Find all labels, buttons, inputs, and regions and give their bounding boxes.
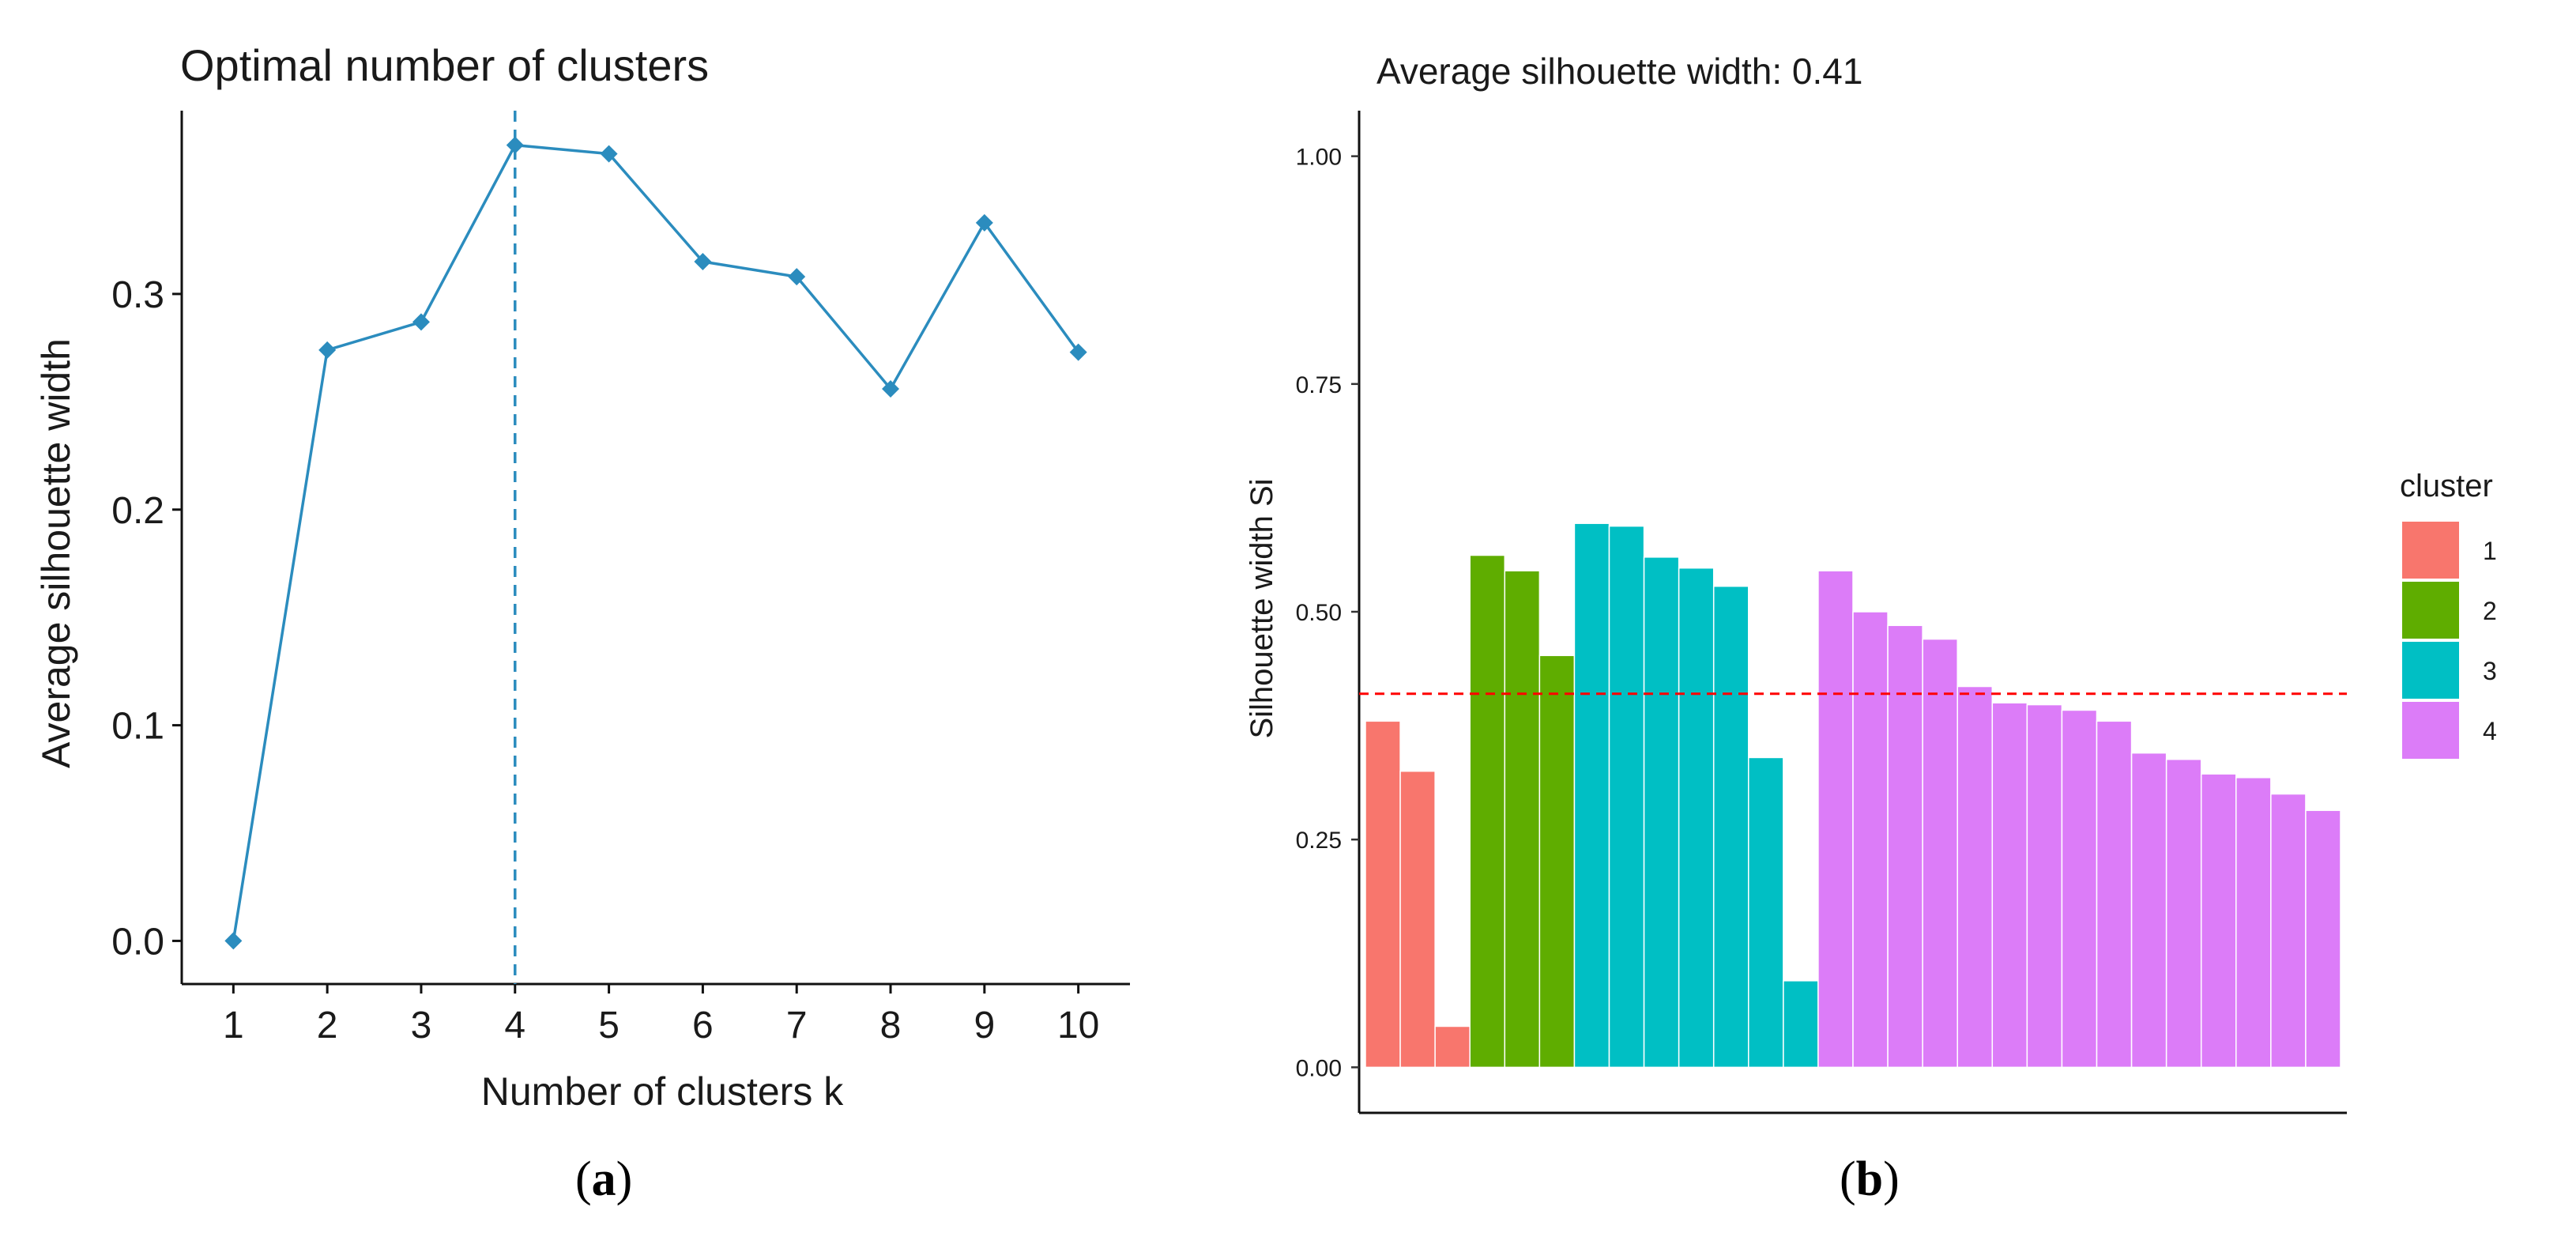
chart-a-point xyxy=(600,145,618,163)
chart-a-ytick-label: 0.1 xyxy=(111,706,164,748)
chart-b-bar-cluster-2 xyxy=(1504,570,1541,1069)
chart-a-point xyxy=(412,313,430,331)
chart-b-ytick-label: 1.00 xyxy=(1296,145,1342,171)
chart-b-ytick-label: 0.00 xyxy=(1296,1055,1342,1081)
chart-b-bar-cluster-4 xyxy=(1922,638,1958,1069)
chart-b-bar-cluster-4 xyxy=(2130,752,2167,1069)
chart-a-point xyxy=(882,379,900,398)
legend-label-cluster-2: 2 xyxy=(2483,597,2497,625)
chart-a-xtick-label: 6 xyxy=(692,1005,714,1046)
chart-a-xtick-label: 5 xyxy=(598,1005,620,1046)
chart-b-bar-cluster-4 xyxy=(2096,720,2133,1069)
chart-a-title: Optimal number of clusters xyxy=(180,40,709,90)
chart-a-point xyxy=(318,341,337,359)
legend-swatch-cluster-3 xyxy=(2402,642,2459,699)
chart-b-bar-cluster-1 xyxy=(1365,720,1401,1069)
chart-b-ylabel: Silhouette width Si xyxy=(1245,478,1279,738)
chart-b-bar-cluster-3 xyxy=(1748,756,1784,1069)
chart-b-bar-cluster-3 xyxy=(1643,556,1680,1069)
chart-b-bar-cluster-4 xyxy=(2270,793,2307,1069)
chart-b-bar-cluster-2 xyxy=(1538,654,1576,1069)
chart-a-xtick-label: 9 xyxy=(974,1005,995,1046)
chart-b-bar-cluster-4 xyxy=(2305,809,2341,1069)
chart-b-bar-cluster-4 xyxy=(1991,702,2028,1069)
chart-b-ytick-label: 0.75 xyxy=(1296,372,1342,398)
legend-swatch-cluster-1 xyxy=(2402,522,2459,579)
chart-b-title: Average silhouette width: 0.41 xyxy=(1377,51,1862,92)
chart-b-plot: 0.00 0.25 0.50 0.75 1.00 xyxy=(1296,111,2347,1114)
chart-a-ytick-label: 0.0 xyxy=(111,921,164,963)
legend-label-cluster-1: 1 xyxy=(2483,537,2497,565)
legend-swatch-cluster-2 xyxy=(2402,582,2459,639)
chart-a-xtick-label: 3 xyxy=(411,1005,432,1046)
caption-b: (b) xyxy=(1840,1152,1900,1206)
chart-b-bar-cluster-4 xyxy=(2026,703,2063,1069)
caption-a: (a) xyxy=(575,1152,632,1206)
chart-b-bar-cluster-3 xyxy=(1783,980,1819,1069)
chart-a-ytick-label: 0.3 xyxy=(111,274,164,316)
chart-b-bar-cluster-4 xyxy=(2200,773,2237,1069)
chart-b-legend: 1 2 3 4 xyxy=(2402,522,2497,759)
chart-b-bar-cluster-3 xyxy=(1573,522,1610,1069)
chart-a-xtick-label: 1 xyxy=(223,1005,244,1046)
legend-title: cluster xyxy=(2400,469,2493,503)
chart-b-bar-cluster-3 xyxy=(1678,567,1715,1069)
chart-b-bar-cluster-4 xyxy=(1852,611,1889,1069)
chart-b-bar-cluster-1 xyxy=(1434,1025,1471,1069)
chart-a-ytick-label: 0.2 xyxy=(111,490,164,532)
chart-a-point xyxy=(224,932,243,950)
caption-a-letter: a xyxy=(592,1152,616,1206)
legend-swatch-cluster-4 xyxy=(2402,702,2459,759)
chart-a-xtick-label: 7 xyxy=(786,1005,808,1046)
chart-b-bar-cluster-4 xyxy=(2235,777,2272,1069)
chart-a-xlabel: Number of clusters k xyxy=(481,1069,844,1114)
chart-a-xtick-label: 8 xyxy=(880,1005,902,1046)
chart-b-bar-cluster-2 xyxy=(1469,554,1506,1069)
chart-b-bar-cluster-4 xyxy=(1887,624,1923,1069)
chart-b-bar-cluster-4 xyxy=(1956,685,1994,1069)
chart-a-xtick-label: 2 xyxy=(317,1005,338,1046)
chart-b-ytick-label: 0.25 xyxy=(1296,828,1342,854)
chart-a-point xyxy=(975,213,993,232)
chart-a-point xyxy=(1069,343,1087,361)
chart-b-bar-cluster-3 xyxy=(1712,585,1749,1069)
chart-a-plot: 0.0 0.1 0.2 0.3 1 2 3 4 5 6 7 8 9 10 xyxy=(111,111,1130,1046)
chart-b-ytick-label: 0.50 xyxy=(1296,600,1342,626)
chart-a-point xyxy=(694,252,712,270)
chart-b-bar-cluster-1 xyxy=(1399,770,1436,1069)
chart-a-series-line xyxy=(232,143,1080,941)
chart-b-bar-cluster-3 xyxy=(1608,525,1645,1069)
chart-a-xtick-label: 4 xyxy=(504,1005,525,1046)
chart-a-xtick-label: 10 xyxy=(1057,1005,1099,1046)
chart-a-ylabel: Average silhouette width xyxy=(34,338,78,768)
chart-b-bar-cluster-4 xyxy=(2165,758,2202,1069)
caption-b-letter: b xyxy=(1856,1152,1883,1206)
chart-b-bar-cluster-4 xyxy=(1817,570,1854,1069)
chart-a-point xyxy=(506,136,524,154)
legend-label-cluster-4: 4 xyxy=(2483,717,2497,745)
chart-a-point xyxy=(788,268,806,286)
legend-label-cluster-3: 3 xyxy=(2483,657,2497,685)
chart-b-bar-cluster-4 xyxy=(2061,709,2098,1069)
